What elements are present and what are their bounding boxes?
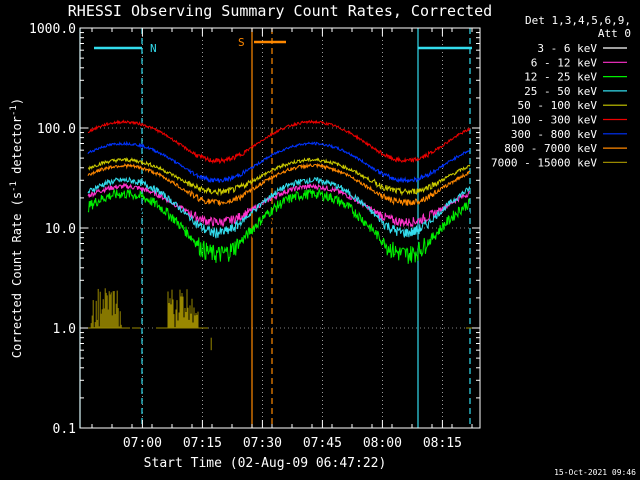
x-tick-labels: 07:00 07:15 07:30 07:45 08:00 08:15 [123,436,462,451]
x-tick-label: 07:00 [123,436,162,451]
y-axis-label-part: ) [10,98,24,105]
x-tick-label: 07:15 [183,436,222,451]
annotation-label: N [150,42,157,55]
y-tick-labels: 0.1 1.0 10.0 100.0 1000.0 [29,22,76,437]
y-axis-label-part: detector [10,116,24,181]
series-line [87,187,471,264]
x-tick-label: 08:15 [423,436,462,451]
y-tick-label: 1.0 [53,322,76,337]
y-tick-label: 0.1 [53,422,76,437]
chart-title: RHESSI Observing Summary Count Rates, Co… [68,2,492,20]
series-line [87,202,471,256]
legend-item-label: 6 - 12 keV [531,56,598,69]
y-axis-label-part: Corrected Count Rate (s [10,192,24,358]
legend-item-label: 12 - 25 keV [524,71,597,84]
x-tick-label: 07:30 [243,436,282,451]
legend-item-label: 50 - 100 keV [518,99,598,112]
y-axis-label-sup: -1 [9,181,19,192]
series-line [87,176,471,239]
series-line [84,288,474,351]
y-axis-label-sup: -1 [9,105,19,116]
legend-header-line: Att 0 [598,27,631,40]
y-tick-label: 1000.0 [29,22,76,37]
series-line [87,156,471,197]
y-tick-label: 10.0 [45,222,76,237]
series-line [87,162,471,207]
series-line [87,119,471,165]
series-line [87,182,470,228]
legend-item-label: 300 - 800 keV [511,128,597,141]
annotation-label: S [238,36,245,49]
x-tick-label: 07:45 [303,436,342,451]
legend-header-line: Det 1,3,4,5,6,9, [525,14,631,27]
x-axis-label: Start Time (02-Aug-09 06:47:22) [144,456,387,471]
legend-item-label: 25 - 50 keV [524,85,597,98]
axes [79,27,481,429]
series-line [87,140,471,184]
series-lines [84,119,474,351]
observation-bands [79,28,471,428]
legend-item-label: 100 - 300 keV [511,114,597,127]
x-tick-label: 08:00 [363,436,402,451]
legend-item-label: 3 - 6 keV [537,42,597,55]
generation-date: 15-Oct-2021 09:46 [554,468,636,477]
y-tick-label: 100.0 [37,122,76,137]
legend-item-label: 800 - 7000 keV [504,142,597,155]
legend-item-label: 7000 - 15000 keV [491,156,597,169]
y-axis-label: Corrected Count Rate (s-1 detector-1) [9,98,24,358]
